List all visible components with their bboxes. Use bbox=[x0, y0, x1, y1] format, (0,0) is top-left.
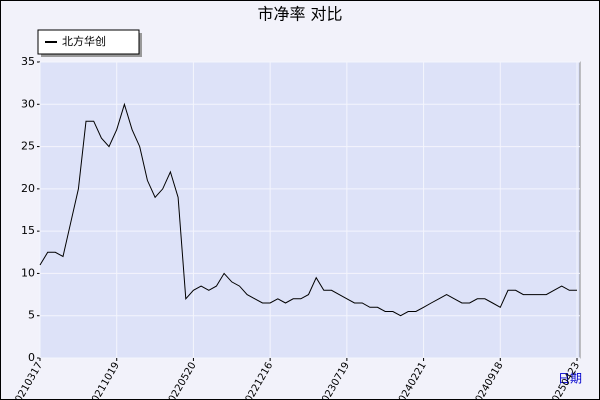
y-tick-label: 10 bbox=[21, 266, 35, 279]
line bbox=[39, 102, 577, 317]
y-tick-label: 35 bbox=[21, 55, 35, 68]
y-tick-label: 15 bbox=[21, 224, 35, 237]
legend bbox=[37, 29, 140, 55]
legend-label: 北方华创 bbox=[62, 34, 106, 48]
plot-area bbox=[39, 61, 581, 359]
y-tick-label: 30 bbox=[21, 97, 35, 110]
y-tick-label: 0 bbox=[28, 351, 35, 364]
y-tick-label: 20 bbox=[21, 182, 35, 195]
y-tick-label: 25 bbox=[21, 140, 35, 153]
chart-title: 市净率 对比 bbox=[257, 5, 342, 24]
x-axis-label: 日期 bbox=[558, 372, 582, 386]
y-tick-label: 5 bbox=[28, 309, 35, 322]
